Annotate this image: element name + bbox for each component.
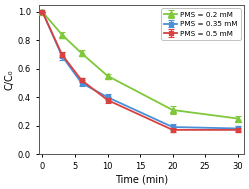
Legend: PMS = 0.2 mM, PMS = 0.35 mM, PMS = 0.5 mM: PMS = 0.2 mM, PMS = 0.35 mM, PMS = 0.5 m… [161, 9, 241, 40]
X-axis label: Time (min): Time (min) [115, 174, 168, 184]
Y-axis label: C/C₀: C/C₀ [5, 69, 15, 90]
